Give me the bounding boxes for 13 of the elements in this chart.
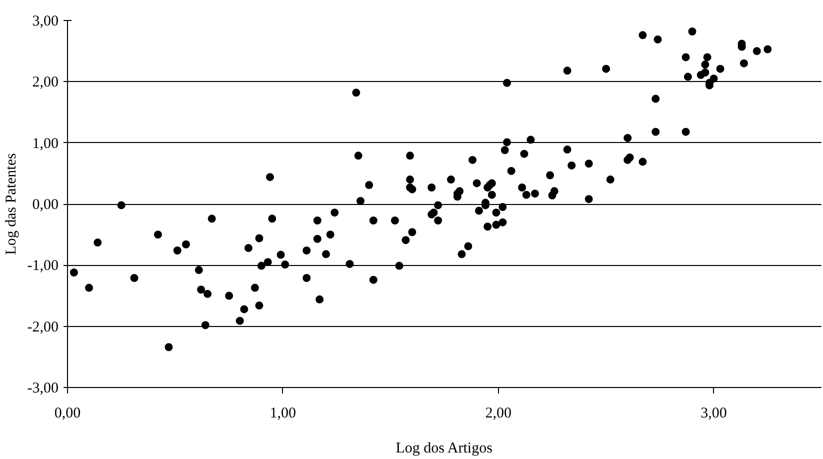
- y-tick-label: 2,00: [32, 74, 58, 91]
- y-tick-label: -3,00: [27, 380, 59, 396]
- y-axis-title: Log das Patentes: [3, 153, 20, 255]
- x-tick-label: 0,00: [54, 406, 81, 422]
- y-tick-label: -1,00: [27, 258, 59, 274]
- x-axis-title: Log dos Artigos: [396, 440, 493, 456]
- x-tick-label: 3,00: [700, 406, 727, 422]
- x-tick-label: 2,00: [485, 406, 512, 422]
- x-tick-label: 1,00: [270, 406, 296, 422]
- y-tick-label: 1,00: [32, 136, 58, 152]
- y-tick-label: 0,00: [32, 197, 58, 213]
- y-tick-label: -2,00: [27, 319, 59, 336]
- y-tick-label: 3,00: [32, 14, 58, 30]
